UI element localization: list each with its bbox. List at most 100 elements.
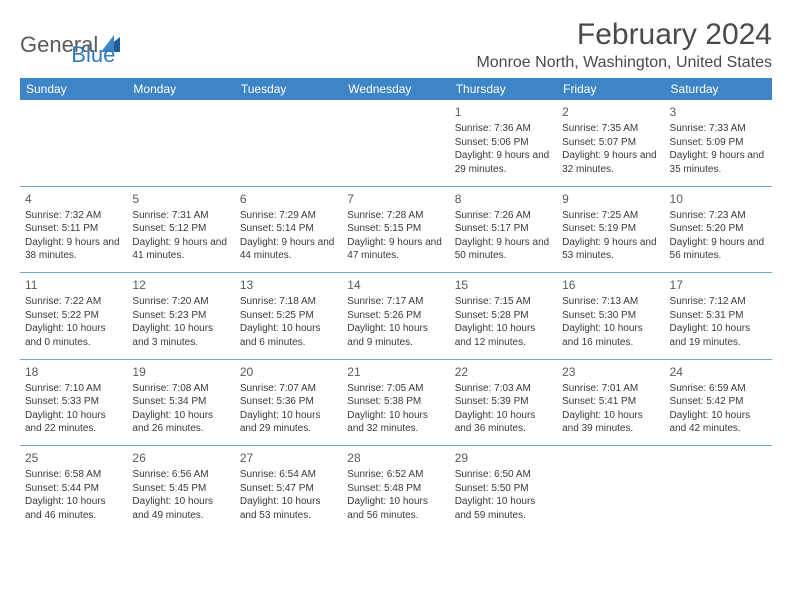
calendar-cell: 1Sunrise: 7:36 AMSunset: 5:06 PMDaylight… [450, 100, 557, 186]
sunrise-line: Sunrise: 7:33 AM [670, 122, 767, 136]
day-number: 27 [240, 450, 337, 466]
sunrise-line: Sunrise: 7:13 AM [562, 295, 659, 309]
daylight-line: Daylight: 9 hours and 41 minutes. [132, 236, 229, 263]
day-header: Tuesday [235, 78, 342, 100]
sunrise-line: Sunrise: 7:36 AM [455, 122, 552, 136]
daylight-line: Daylight: 10 hours and 6 minutes. [240, 322, 337, 349]
calendar-cell [557, 446, 664, 532]
sunset-line: Sunset: 5:39 PM [455, 395, 552, 409]
logo-text-blue: Blue [71, 42, 115, 68]
sunrise-line: Sunrise: 7:26 AM [455, 209, 552, 223]
calendar-cell: 22Sunrise: 7:03 AMSunset: 5:39 PMDayligh… [450, 360, 557, 446]
sunset-line: Sunset: 5:44 PM [25, 482, 122, 496]
calendar-cell: 26Sunrise: 6:56 AMSunset: 5:45 PMDayligh… [127, 446, 234, 532]
calendar-cell: 18Sunrise: 7:10 AMSunset: 5:33 PMDayligh… [20, 360, 127, 446]
calendar-cell: 4Sunrise: 7:32 AMSunset: 5:11 PMDaylight… [20, 187, 127, 273]
day-number: 20 [240, 364, 337, 380]
sunrise-line: Sunrise: 7:08 AM [132, 382, 229, 396]
sunset-line: Sunset: 5:26 PM [347, 309, 444, 323]
calendar-row: 1Sunrise: 7:36 AMSunset: 5:06 PMDaylight… [20, 100, 772, 186]
sunrise-line: Sunrise: 7:03 AM [455, 382, 552, 396]
daylight-line: Daylight: 10 hours and 22 minutes. [25, 409, 122, 436]
day-number: 15 [455, 277, 552, 293]
header: General Blue February 2024 Monroe North,… [20, 18, 772, 72]
calendar-row: 4Sunrise: 7:32 AMSunset: 5:11 PMDaylight… [20, 187, 772, 273]
sunrise-line: Sunrise: 7:17 AM [347, 295, 444, 309]
sunrise-line: Sunrise: 6:58 AM [25, 468, 122, 482]
day-header: Sunday [20, 78, 127, 100]
day-number: 13 [240, 277, 337, 293]
calendar-cell: 13Sunrise: 7:18 AMSunset: 5:25 PMDayligh… [235, 273, 342, 359]
day-number: 14 [347, 277, 444, 293]
sunset-line: Sunset: 5:47 PM [240, 482, 337, 496]
daylight-line: Daylight: 10 hours and 53 minutes. [240, 495, 337, 522]
day-number: 23 [562, 364, 659, 380]
calendar-cell: 6Sunrise: 7:29 AMSunset: 5:14 PMDaylight… [235, 187, 342, 273]
sunrise-line: Sunrise: 6:59 AM [670, 382, 767, 396]
calendar-cell: 8Sunrise: 7:26 AMSunset: 5:17 PMDaylight… [450, 187, 557, 273]
daylight-line: Daylight: 10 hours and 3 minutes. [132, 322, 229, 349]
day-number: 8 [455, 191, 552, 207]
sunrise-line: Sunrise: 7:15 AM [455, 295, 552, 309]
sunset-line: Sunset: 5:48 PM [347, 482, 444, 496]
day-number: 28 [347, 450, 444, 466]
daylight-line: Daylight: 9 hours and 56 minutes. [670, 236, 767, 263]
day-header: Thursday [450, 78, 557, 100]
sunset-line: Sunset: 5:14 PM [240, 222, 337, 236]
sunrise-line: Sunrise: 6:50 AM [455, 468, 552, 482]
day-number: 11 [25, 277, 122, 293]
calendar-cell: 10Sunrise: 7:23 AMSunset: 5:20 PMDayligh… [665, 187, 772, 273]
sunrise-line: Sunrise: 7:32 AM [25, 209, 122, 223]
sunset-line: Sunset: 5:15 PM [347, 222, 444, 236]
daylight-line: Daylight: 10 hours and 42 minutes. [670, 409, 767, 436]
daylight-line: Daylight: 10 hours and 9 minutes. [347, 322, 444, 349]
calendar-row: 18Sunrise: 7:10 AMSunset: 5:33 PMDayligh… [20, 360, 772, 446]
sunset-line: Sunset: 5:31 PM [670, 309, 767, 323]
daylight-line: Daylight: 9 hours and 38 minutes. [25, 236, 122, 263]
sunset-line: Sunset: 5:07 PM [562, 136, 659, 150]
daylight-line: Daylight: 10 hours and 0 minutes. [25, 322, 122, 349]
calendar-cell: 7Sunrise: 7:28 AMSunset: 5:15 PMDaylight… [342, 187, 449, 273]
sunrise-line: Sunrise: 7:05 AM [347, 382, 444, 396]
logo: General Blue [20, 18, 115, 68]
calendar-cell [127, 100, 234, 186]
day-number: 18 [25, 364, 122, 380]
sunset-line: Sunset: 5:11 PM [25, 222, 122, 236]
calendar-cell: 3Sunrise: 7:33 AMSunset: 5:09 PMDaylight… [665, 100, 772, 186]
day-number: 7 [347, 191, 444, 207]
sunrise-line: Sunrise: 7:35 AM [562, 122, 659, 136]
sunset-line: Sunset: 5:33 PM [25, 395, 122, 409]
calendar-cell: 27Sunrise: 6:54 AMSunset: 5:47 PMDayligh… [235, 446, 342, 532]
daylight-line: Daylight: 10 hours and 56 minutes. [347, 495, 444, 522]
calendar-cell [665, 446, 772, 532]
sunset-line: Sunset: 5:28 PM [455, 309, 552, 323]
sunset-line: Sunset: 5:19 PM [562, 222, 659, 236]
sunset-line: Sunset: 5:36 PM [240, 395, 337, 409]
sunset-line: Sunset: 5:20 PM [670, 222, 767, 236]
calendar-table: SundayMondayTuesdayWednesdayThursdayFrid… [20, 78, 772, 532]
calendar-cell: 29Sunrise: 6:50 AMSunset: 5:50 PMDayligh… [450, 446, 557, 532]
sunrise-line: Sunrise: 7:25 AM [562, 209, 659, 223]
sunrise-line: Sunrise: 7:29 AM [240, 209, 337, 223]
location-text: Monroe North, Washington, United States [476, 54, 772, 72]
sunrise-line: Sunrise: 7:12 AM [670, 295, 767, 309]
calendar-cell: 24Sunrise: 6:59 AMSunset: 5:42 PMDayligh… [665, 360, 772, 446]
sunset-line: Sunset: 5:42 PM [670, 395, 767, 409]
calendar-cell [342, 100, 449, 186]
sunset-line: Sunset: 5:09 PM [670, 136, 767, 150]
sunrise-line: Sunrise: 7:31 AM [132, 209, 229, 223]
sunset-line: Sunset: 5:17 PM [455, 222, 552, 236]
calendar-cell: 28Sunrise: 6:52 AMSunset: 5:48 PMDayligh… [342, 446, 449, 532]
day-number: 12 [132, 277, 229, 293]
sunset-line: Sunset: 5:06 PM [455, 136, 552, 150]
day-number: 10 [670, 191, 767, 207]
sunset-line: Sunset: 5:45 PM [132, 482, 229, 496]
daylight-line: Daylight: 10 hours and 26 minutes. [132, 409, 229, 436]
day-number: 2 [562, 104, 659, 120]
calendar-cell: 5Sunrise: 7:31 AMSunset: 5:12 PMDaylight… [127, 187, 234, 273]
sunset-line: Sunset: 5:23 PM [132, 309, 229, 323]
day-header: Monday [127, 78, 234, 100]
sunrise-line: Sunrise: 7:20 AM [132, 295, 229, 309]
day-number: 17 [670, 277, 767, 293]
sunset-line: Sunset: 5:34 PM [132, 395, 229, 409]
